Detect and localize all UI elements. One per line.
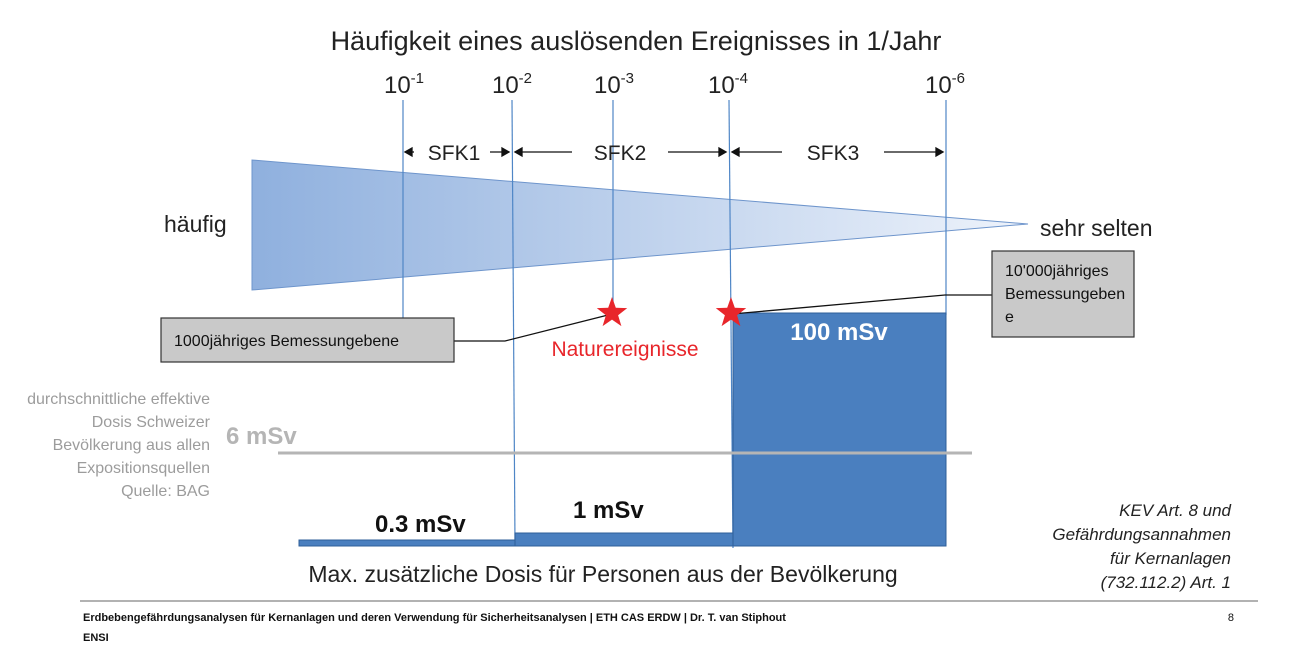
page-number: 8 [1228,612,1234,624]
reference-description-line: Quelle: BAG [121,483,210,500]
dose-axis-label: Max. zusätzliche Dosis für Personen aus … [308,561,897,587]
reference-description-line: durchschnittliche effektive [27,391,210,408]
dose-bar-sfk2 [514,532,734,547]
reference-description-line: Bevölkerung aus allen [53,437,210,454]
dose-bar-sfk3 [732,312,947,547]
legal-note-line: KEV Art. 8 und [1119,501,1231,520]
footer-text: Erdbebengefährdungsanalysen für Kernanla… [83,612,786,624]
frequency-wedge [251,159,1029,291]
frequency-tick-4: 10-4 [708,70,748,99]
callout-text-1000: 1000jähriges Bemessungebene [174,333,399,350]
callout-text-10000: 10'000jähriges Bemessungeben e [1005,263,1125,326]
dose-bar-sfk1 [298,539,516,547]
dose-label-1: 1 mSv [573,497,644,524]
star-icon [715,297,747,327]
callout-box-1000 [160,317,455,363]
footer-org: ENSI [83,632,109,644]
callout-text-line: e [1005,309,1014,326]
dose-label-0-3: 0.3 mSv [375,511,466,538]
wedge-left-label: häufig [164,211,227,237]
wedge-right-label: sehr selten [1040,215,1153,241]
legal-note: KEV Art. 8 und Gefährdungsannahmen für K… [1052,501,1231,592]
legal-note-line: (732.112.2) Art. 1 [1101,573,1231,592]
frequency-tick-3: 10-3 [594,70,634,99]
reference-value: 6 mSv [226,423,297,450]
callout-connector-left [454,313,613,342]
legal-note-line: Gefährdungsannahmen [1052,525,1231,544]
category-arrows [403,146,945,158]
reference-description-line: Dosis Schweizer [92,414,211,431]
category-label-sfk1: SFK1 [428,142,481,165]
nature-events-label: Naturereignisse [551,338,698,361]
reference-description: durchschnittliche effektive Dosis Schwei… [27,391,211,500]
frequency-tick-2: 10-2 [492,70,532,99]
threshold-line-2 [511,99,516,546]
threshold-lines [402,99,947,549]
callout-text-line: Bemessungeben [1005,286,1125,303]
reference-description-line: Expositionsquellen [77,460,210,477]
star-icon [596,297,628,327]
frequency-tick-5: 10-6 [925,70,965,99]
callout-connector-right [731,294,992,315]
callout-text-line: 10'000jähriges [1005,263,1109,280]
threshold-line-4 [728,99,734,549]
category-label-sfk2: SFK2 [594,142,647,165]
frequency-tick-1: 10-1 [384,70,424,99]
category-label-sfk3: SFK3 [807,142,860,165]
dose-label-100: 100 mSv [790,319,888,346]
frequency-tick-labels: 10-1 10-2 10-3 10-4 10-6 [384,70,965,99]
callout-box-10000 [991,250,1135,338]
legal-note-line: für Kernanlagen [1110,549,1231,568]
diagram-title: Häufigkeit eines auslösenden Ereignisses… [331,26,942,56]
